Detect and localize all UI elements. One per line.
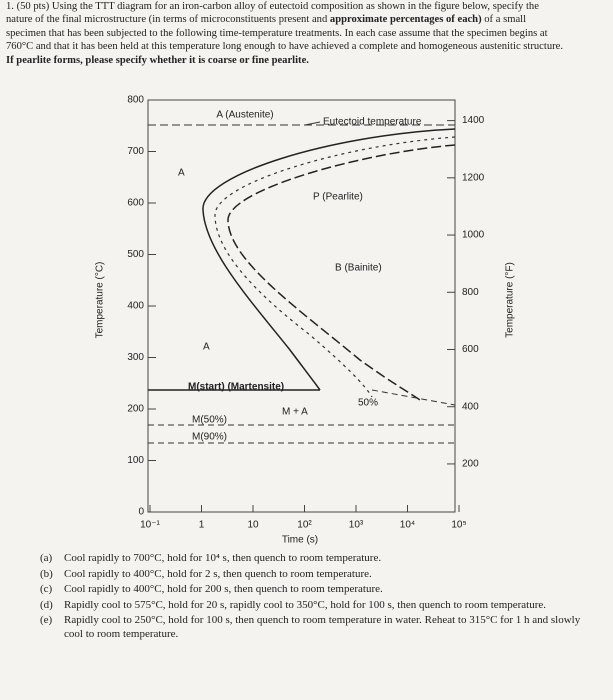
option-label: (e) — [40, 614, 53, 626]
y2-tick-label: 1200 — [462, 172, 485, 183]
y2-axis-label: Temperature (°F) — [505, 262, 516, 338]
region-label: M + A — [282, 407, 308, 418]
text: of a small specimen that has been subjec… — [6, 14, 563, 53]
options: (a) Cool rapidly to 700°C, hold for 10⁴ s… — [40, 552, 588, 643]
y-tick-label: 700 — [127, 146, 144, 157]
frame — [147, 99, 456, 513]
region-label: M(50%) — [192, 415, 227, 426]
text: 1. (50 pts) Using the TTT diagram for an… — [6, 1, 539, 26]
x-tick-label: 10⁵ — [451, 520, 466, 531]
region-label: Eutectoid temperature — [323, 117, 422, 128]
y-tick-label: 300 — [127, 352, 144, 363]
y-tick-label: 500 — [127, 249, 144, 260]
x-tick-label: 10³ — [349, 520, 364, 531]
region-label: A — [203, 342, 210, 353]
option: (b) Cool rapidly to 400°C, hold for 2 s, … — [40, 568, 588, 582]
option-label: (b) — [40, 567, 53, 580]
option-text: Cool rapidly to 400°C, hold for 2 s, the… — [64, 567, 372, 580]
y2-tick-label: 800 — [462, 287, 479, 298]
option-text: Cool rapidly to 700°C, hold for 10⁴ s, t… — [64, 552, 382, 564]
y2-tick-label: 1400 — [462, 115, 485, 126]
y2-tick-label: 400 — [462, 401, 479, 412]
bold-text: approximate percentages of each) — [329, 14, 482, 26]
y-tick-label: 800 — [127, 95, 144, 106]
x-tick-label: 10⁻¹ — [140, 520, 160, 531]
region-label: P (Pearlite) — [313, 192, 363, 203]
question-text: 1. (50 pts) Using the TTT diagram for an… — [6, 0, 566, 67]
y-axis-label: Temperature (°C) — [95, 262, 106, 339]
option-text: Rapidly cool to 575°C, hold for 20 s, ra… — [64, 598, 547, 611]
pointer — [304, 121, 321, 126]
start-curve — [202, 128, 456, 391]
region-label: A (Austenite) — [216, 110, 273, 121]
option: (c) Cool rapidly to 400°C, hold for 200 s… — [40, 583, 588, 597]
ttt-diagram: Temperature (°C) Temperature (°F) Time (… — [95, 95, 516, 546]
option-text: Rapidly cool to 250°C, hold for 100 s, t… — [64, 614, 581, 640]
option-label: (a) — [40, 552, 53, 564]
y2-tick-label: 200 — [462, 459, 479, 470]
x-tick-label: 10² — [297, 520, 312, 531]
finish-curve — [227, 144, 456, 401]
bold-text: If pearlite forms, please specify whethe… — [6, 54, 309, 66]
y2-tick-label: 1000 — [462, 230, 485, 241]
x-tick-label: 10⁴ — [400, 520, 415, 531]
region-label: A — [178, 168, 185, 179]
y-tick-label: 0 — [138, 507, 144, 518]
y-tick-label: 200 — [127, 404, 144, 415]
ms-dashed — [371, 389, 456, 406]
option: (a) Cool rapidly to 700°C, hold for 10⁴ s… — [40, 552, 588, 566]
option-text: Cool rapidly to 400°C, hold for 200 s, t… — [64, 583, 383, 595]
x-tick-label: 1 — [199, 520, 205, 531]
x-axis-label: Time (s) — [282, 535, 318, 546]
y2-tick-label: 600 — [462, 344, 479, 355]
option-label: (c) — [40, 583, 53, 595]
region-label: M(start) (Martensite) — [188, 382, 284, 393]
region-label: B (Bainite) — [335, 263, 382, 274]
fifty-percent-curve — [214, 136, 456, 398]
region-label: M(90%) — [192, 432, 227, 443]
y-tick-label: 600 — [127, 198, 144, 209]
y-tick-label: 400 — [127, 301, 144, 312]
option: (e) Rapidly cool to 250°C, hold for 100 s… — [40, 614, 588, 641]
y-tick-label: 100 — [127, 455, 144, 466]
x-tick-label: 10 — [247, 520, 259, 531]
option: (d) Rapidly cool to 575°C, hold for 20 s,… — [40, 599, 588, 613]
option-label: (d) — [40, 598, 53, 611]
region-label: 50% — [358, 398, 378, 409]
